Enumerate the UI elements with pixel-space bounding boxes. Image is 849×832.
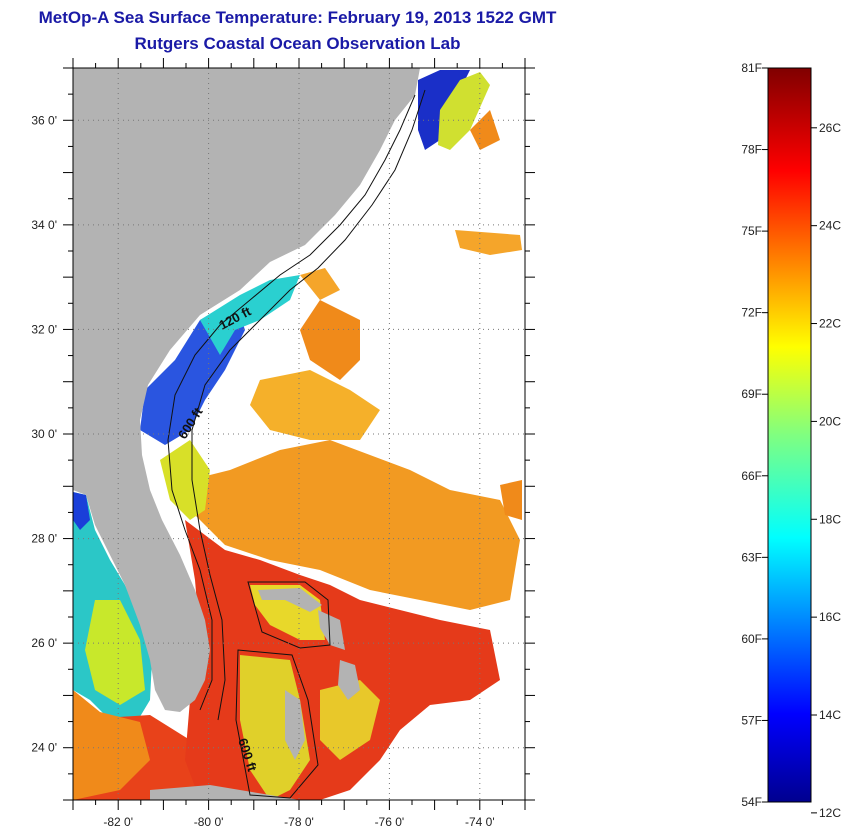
lon-tick-label: -74 0'	[465, 815, 495, 829]
land-bahamas-andros	[285, 690, 305, 760]
colorbar-c-label: 22C	[819, 317, 841, 331]
colorbar-c-label: 12C	[819, 806, 841, 820]
colorbar-fahrenheit-ticks: 81F 78F 75F 72F 69F 66F 63F 60F 57F 54F	[741, 61, 768, 809]
colorbar-f-label: 69F	[741, 387, 762, 401]
colorbar-c-label: 20C	[819, 414, 841, 428]
lat-tick-label: 28 0'	[31, 532, 57, 546]
sst-region-atlantic-ne	[455, 230, 522, 255]
colorbar-gradient	[767, 67, 812, 803]
longitude-axis: -82 0' -80 0' -78 0' -76 0' -74 0'	[72, 58, 526, 829]
colorbar-c-label: 24C	[819, 219, 841, 233]
land-bahamas-grand	[258, 588, 322, 612]
map-subtitle: Rutgers Coastal Ocean Observation Lab	[134, 34, 461, 53]
land-bahamas-eleuthera	[338, 660, 360, 700]
land-southeast-us	[73, 68, 420, 712]
colorbar-f-label: 78F	[741, 143, 762, 157]
colorbar-f-label: 81F	[741, 61, 762, 75]
latitude-axis: 36 0' 34 0' 32 0' 30 0' 28 0' 26 0' 24 0'	[31, 67, 535, 801]
land-bahamas-abaco	[318, 610, 345, 650]
sst-region-bahamas-bank2	[240, 655, 310, 800]
colorbar-c-label: 14C	[819, 708, 841, 722]
colorbar-f-label: 75F	[741, 224, 762, 238]
sst-region-atlantic-mid	[250, 370, 380, 440]
sst-region-gulf-dark	[73, 492, 90, 530]
colorbar-f-label: 72F	[741, 306, 762, 320]
colorbar-f-label: 60F	[741, 632, 762, 646]
lon-tick-label: -78 0'	[284, 815, 314, 829]
lon-tick-label: -82 0'	[103, 815, 133, 829]
sst-region-bahamas-bank3	[320, 680, 380, 760]
sst-region-shelf-orange	[300, 268, 340, 300]
sst-region-shelf-cyan	[200, 275, 300, 355]
sst-region-atlantic-ne2	[500, 480, 522, 520]
sst-region-shelf-yellow	[160, 440, 210, 520]
lon-tick-label: -76 0'	[375, 815, 405, 829]
map-title: MetOp-A Sea Surface Temperature: Februar…	[38, 8, 557, 27]
contour-120ft	[167, 94, 416, 711]
lat-tick-label: 24 0'	[31, 741, 57, 755]
sst-region-nc-orange	[470, 110, 500, 150]
colorbar-c-label: 26C	[819, 121, 841, 135]
graticule	[73, 68, 525, 800]
sst-region-atlantic-orange	[190, 440, 520, 610]
colorbar-f-label: 57F	[741, 713, 762, 727]
colorbar-f-label: 63F	[741, 550, 762, 564]
sst-region-nc-warm	[438, 72, 490, 150]
lat-tick-label: 36 0'	[31, 113, 57, 127]
sst-region-gulf-orange	[73, 690, 150, 800]
lat-tick-label: 30 0'	[31, 427, 57, 441]
colorbar-f-label: 66F	[741, 469, 762, 483]
lat-tick-label: 26 0'	[31, 636, 57, 650]
colorbar-c-label: 18C	[819, 512, 841, 526]
lat-tick-label: 32 0'	[31, 322, 57, 336]
lat-tick-label: 34 0'	[31, 218, 57, 232]
colorbar-f-label: 54F	[741, 795, 762, 809]
colorbar-c-label: 16C	[819, 610, 841, 624]
contour-600ft	[191, 89, 426, 721]
sst-region-atlantic-upper	[300, 300, 360, 380]
sst-region-gulf-yellow	[85, 600, 145, 705]
colorbar-celsius-ticks: 26C 24C 22C 20C 18C 16C 14C 12C	[811, 121, 841, 820]
contour-bahamas	[235, 581, 331, 799]
lon-tick-label: -80 0'	[194, 815, 224, 829]
sst-field	[73, 68, 522, 800]
